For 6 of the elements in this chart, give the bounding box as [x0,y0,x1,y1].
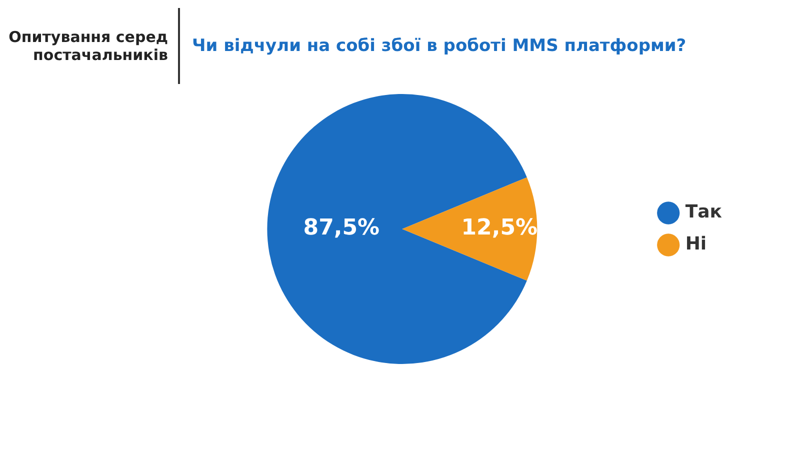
legend-label: Ні [685,234,707,255]
data-label: 87,5% [303,216,380,241]
data-label: 12,5% [461,216,538,241]
legend-label: Так [685,202,722,223]
text: Опитування серед постачальників [8,8,180,84]
chart-title: Чи відчули на собі збої в роботі MMS платформи? [191,36,686,56]
